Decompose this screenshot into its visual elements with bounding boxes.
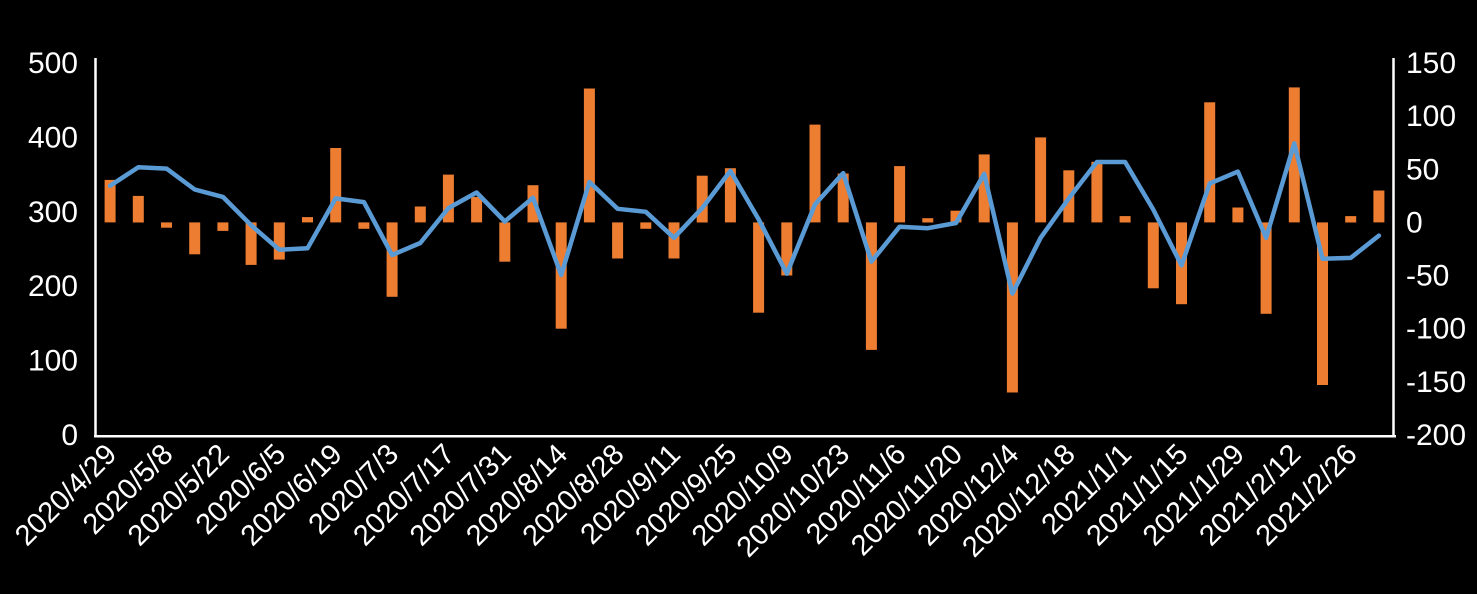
bar bbox=[1119, 216, 1131, 223]
bar bbox=[386, 222, 398, 297]
bar bbox=[358, 222, 370, 229]
right-y-tick-label: -50 bbox=[1406, 260, 1449, 293]
bar bbox=[302, 217, 313, 223]
left-y-axis: 0 100 200 300 400 500 bbox=[28, 47, 97, 452]
bar bbox=[189, 222, 201, 255]
bar bbox=[612, 222, 624, 259]
bar bbox=[781, 222, 793, 276]
left-y-tick-label: 0 bbox=[61, 419, 78, 452]
right-y-tick-label: 100 bbox=[1406, 100, 1456, 133]
bar bbox=[696, 175, 708, 223]
bar bbox=[894, 166, 906, 223]
bar bbox=[753, 222, 765, 313]
bar bbox=[1317, 222, 1328, 385]
right-y-tick-label: -100 bbox=[1406, 313, 1466, 346]
bar bbox=[1232, 207, 1244, 223]
right-y-tick-label: 50 bbox=[1406, 153, 1439, 186]
bar bbox=[668, 222, 680, 259]
right-y-tick-label: -200 bbox=[1406, 419, 1466, 452]
line-series-path bbox=[107, 141, 1382, 296]
bar bbox=[217, 222, 229, 231]
right-y-tick-label: 0 bbox=[1406, 206, 1423, 239]
left-axis-tick-labels: 0 100 200 300 400 500 bbox=[28, 47, 78, 452]
bar bbox=[1035, 137, 1047, 223]
bar bbox=[1373, 190, 1385, 223]
left-y-tick-label: 500 bbox=[28, 47, 78, 80]
right-y-axis: -200 -150 -100 -50 0 50 100 150 bbox=[1392, 47, 1466, 452]
plot-area bbox=[104, 87, 1385, 393]
bar bbox=[245, 222, 257, 265]
bar bbox=[1288, 87, 1300, 223]
bar bbox=[273, 222, 285, 260]
bar bbox=[1147, 222, 1159, 289]
line-series bbox=[107, 141, 1382, 296]
bar bbox=[471, 196, 483, 223]
bar bbox=[1006, 222, 1018, 393]
right-y-tick-label: -150 bbox=[1406, 366, 1466, 399]
bar bbox=[1091, 161, 1103, 223]
bar bbox=[640, 222, 652, 229]
right-axis-tick-labels: -200 -150 -100 -50 0 50 100 150 bbox=[1406, 47, 1466, 452]
left-y-tick-label: 100 bbox=[28, 345, 78, 378]
left-y-tick-label: 300 bbox=[28, 196, 78, 229]
right-y-tick-label: 150 bbox=[1406, 47, 1456, 80]
bar bbox=[414, 206, 426, 223]
bar bbox=[724, 168, 736, 223]
bar bbox=[499, 222, 511, 262]
bar bbox=[132, 195, 144, 223]
bar bbox=[1345, 216, 1357, 223]
bar bbox=[809, 124, 821, 223]
bar bbox=[330, 148, 342, 223]
bar bbox=[950, 210, 962, 223]
left-y-tick-label: 400 bbox=[28, 121, 78, 154]
bar bbox=[1260, 222, 1272, 314]
bar bbox=[978, 154, 990, 223]
bar bbox=[583, 88, 595, 223]
bar bbox=[922, 218, 934, 223]
left-y-tick-label: 200 bbox=[28, 270, 78, 303]
bar bbox=[161, 222, 172, 228]
bar bbox=[1204, 102, 1216, 223]
bar bbox=[442, 174, 454, 223]
bar bbox=[865, 222, 877, 350]
bar bbox=[104, 179, 116, 223]
bar bbox=[837, 173, 849, 223]
